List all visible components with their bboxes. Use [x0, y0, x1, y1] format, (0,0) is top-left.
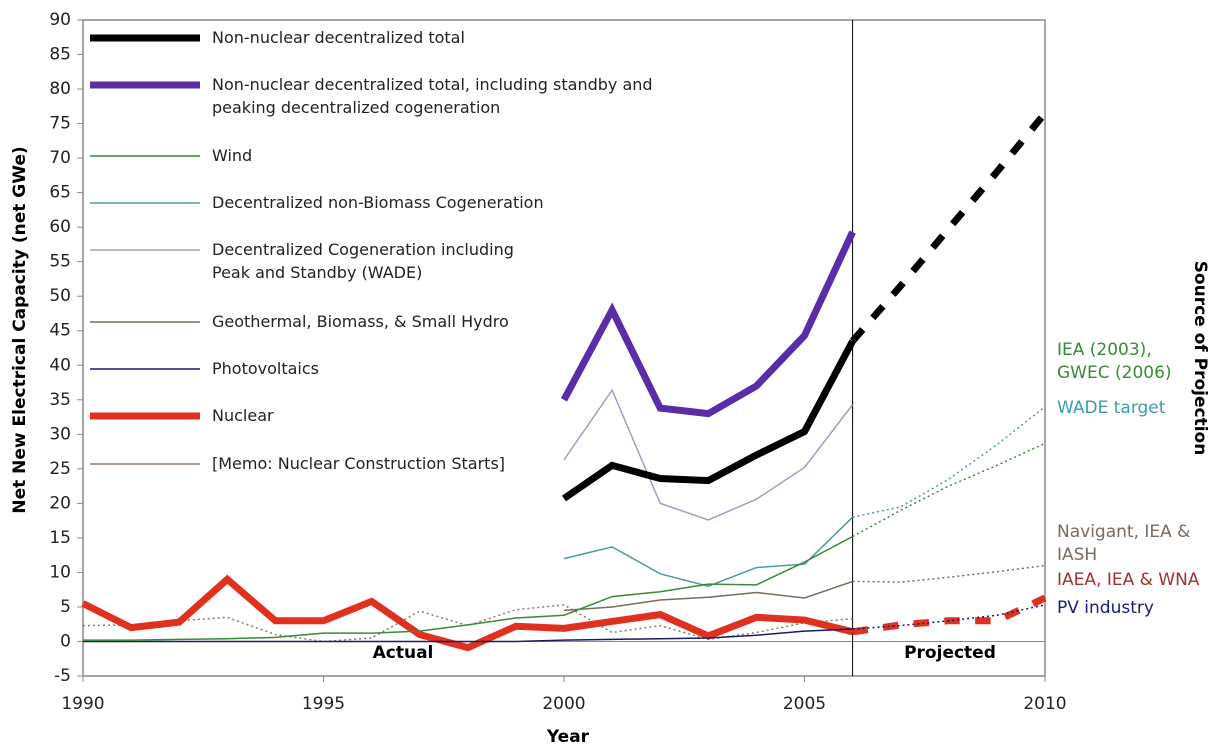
x-axis-title: Year — [546, 727, 590, 747]
y-tick-label: 70 — [49, 148, 71, 168]
series-line — [83, 535, 853, 641]
y-tick-label: 55 — [49, 252, 71, 272]
projected-label: Projected — [904, 643, 996, 663]
y-tick-label: 10 — [49, 562, 71, 582]
y-tick-label: 35 — [49, 390, 71, 410]
x-tick-label: 2000 — [542, 694, 585, 714]
y-tick-label: 20 — [49, 493, 71, 513]
legend-label: Nuclear — [212, 406, 274, 425]
y-tick-label: 5 — [60, 597, 71, 617]
y-tick-label: 0 — [60, 631, 71, 651]
source-label: Navigant, IEA & — [1057, 522, 1190, 542]
series-line — [560, 230, 856, 418]
x-tick-label: 1995 — [302, 694, 345, 714]
y-tick-label: 80 — [49, 79, 71, 99]
legend-label: Geothermal, Biomass, & Small Hydro — [212, 312, 509, 331]
legend-label: Photovoltaics — [212, 359, 319, 378]
series-line — [852, 594, 1047, 636]
series-line — [849, 111, 1048, 344]
legend-label: Decentralized non-Biomass Cogeneration — [212, 193, 544, 212]
y-tick-label: 90 — [49, 10, 71, 30]
y-tick-label: 85 — [49, 45, 71, 65]
legend-label: Non-nuclear decentralized total, includi… — [212, 75, 653, 117]
series-line — [563, 388, 854, 521]
series-line — [852, 604, 1046, 630]
legend-label: Wind — [212, 146, 253, 165]
y-axis-title: Net New Electrical Capacity (net GWe) — [10, 146, 30, 513]
source-label: IASH — [1057, 545, 1097, 565]
series-line — [81, 574, 854, 652]
y-tick-label: 65 — [49, 183, 71, 203]
series-line — [83, 628, 853, 643]
legend-label: Non-nuclear decentralized total — [212, 28, 465, 47]
source-title: Source of Projection — [1190, 261, 1210, 456]
x-tick-label: 1990 — [61, 694, 104, 714]
source-label: IEA (2003), — [1057, 340, 1152, 360]
series-line — [563, 516, 854, 588]
legend-label: [Memo: Nuclear Construction Starts] — [212, 454, 506, 473]
y-tick-label: 45 — [49, 321, 71, 341]
y-tick-label: 30 — [49, 424, 71, 444]
y-tick-label: 15 — [49, 528, 71, 548]
y-tick-label: 25 — [49, 459, 71, 479]
series-line — [852, 564, 1046, 583]
source-label: PV industry — [1057, 598, 1154, 618]
y-tick-label: 75 — [49, 114, 71, 134]
series-line — [852, 442, 1046, 538]
series-line — [562, 339, 856, 502]
x-tick-label: 2005 — [783, 694, 826, 714]
y-tick-label: 60 — [49, 217, 71, 237]
y-tick-label: 40 — [49, 355, 71, 375]
y-tick-label: 50 — [49, 286, 71, 306]
legend-label: Decentralized Cogeneration including Pea… — [212, 240, 514, 282]
source-label: WADE target — [1057, 398, 1166, 418]
source-label: IAEA, IEA & WNA — [1057, 570, 1200, 590]
x-tick-label: 2010 — [1023, 694, 1066, 714]
actual-label: Actual — [373, 643, 434, 663]
series-line — [852, 406, 1046, 518]
y-tick-label: -5 — [54, 666, 71, 686]
series-line — [563, 580, 853, 612]
source-label: GWEC (2006) — [1057, 363, 1172, 383]
